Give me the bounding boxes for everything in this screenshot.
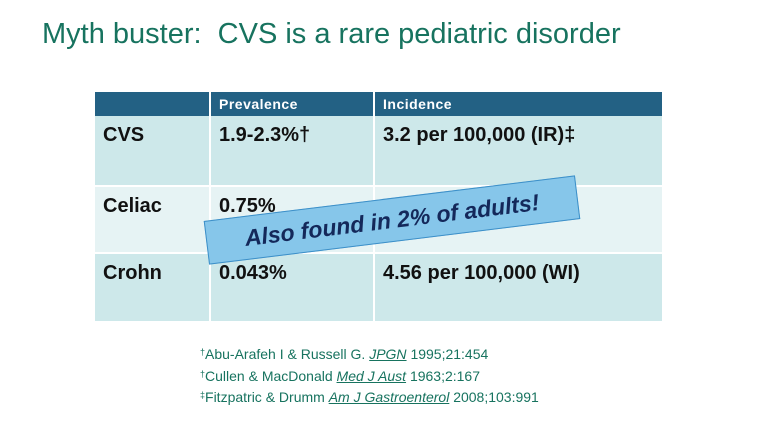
reference: †Cullen & MacDonald Med J Aust 1963;2:16… xyxy=(200,365,539,387)
table-cell: Crohn xyxy=(93,253,211,323)
reference-citation: 2008;103:991 xyxy=(453,389,539,405)
reference-authors: Abu-Arafeh I & Russell G. xyxy=(205,346,366,362)
reference-citation: 1995;21:454 xyxy=(410,346,489,362)
reference-journal: JPGN xyxy=(369,346,407,362)
table-cell: Celiac xyxy=(93,186,211,254)
reference-journal: Am J Gastroenterol xyxy=(328,389,450,405)
reference-mark: † xyxy=(200,347,206,357)
references: †Abu-Arafeh I & Russell G. JPGN 1995;21:… xyxy=(200,343,539,408)
table-cell: 1.9-2.3%† xyxy=(209,116,375,187)
reference-mark: † xyxy=(200,368,206,379)
reference-mark: ‡ xyxy=(200,390,206,400)
table-cell: 3.2 per 100,000 (IR)‡ xyxy=(373,116,664,187)
header-row: Prevalence Incidence xyxy=(93,92,664,116)
reference-authors: Cullen & MacDonald xyxy=(205,367,333,384)
table-cell: 4.56 per 100,000 (WI) xyxy=(373,253,664,323)
table-cell: CVS xyxy=(93,116,211,187)
slide-title: Myth buster: CVS is a rare pediatric dis… xyxy=(42,18,621,50)
header-cell: Prevalence xyxy=(209,92,375,116)
table-cell: 0.043% xyxy=(209,253,375,323)
data-table: Prevalence Incidence CVS 1.9-2.3%† 3.2 per… xyxy=(93,92,664,323)
reference-journal: Med J Aust xyxy=(336,367,407,384)
table-row: CVS 1.9-2.3%† 3.2 per 100,000 (IR)‡ xyxy=(93,116,664,187)
reference: †Abu-Arafeh I & Russell G. JPGN 1995;21:… xyxy=(200,343,539,365)
reference-authors: Fitzpatric & Drumm xyxy=(205,389,325,405)
reference: ‡Fitzpatric & Drumm Am J Gastroenterol 2… xyxy=(200,386,539,408)
header-cell: Incidence xyxy=(373,92,664,116)
header-cell xyxy=(93,92,211,116)
table-row: Crohn 0.043% 4.56 per 100,000 (WI) xyxy=(93,253,664,323)
reference-citation: 1963;2:167 xyxy=(409,367,481,384)
